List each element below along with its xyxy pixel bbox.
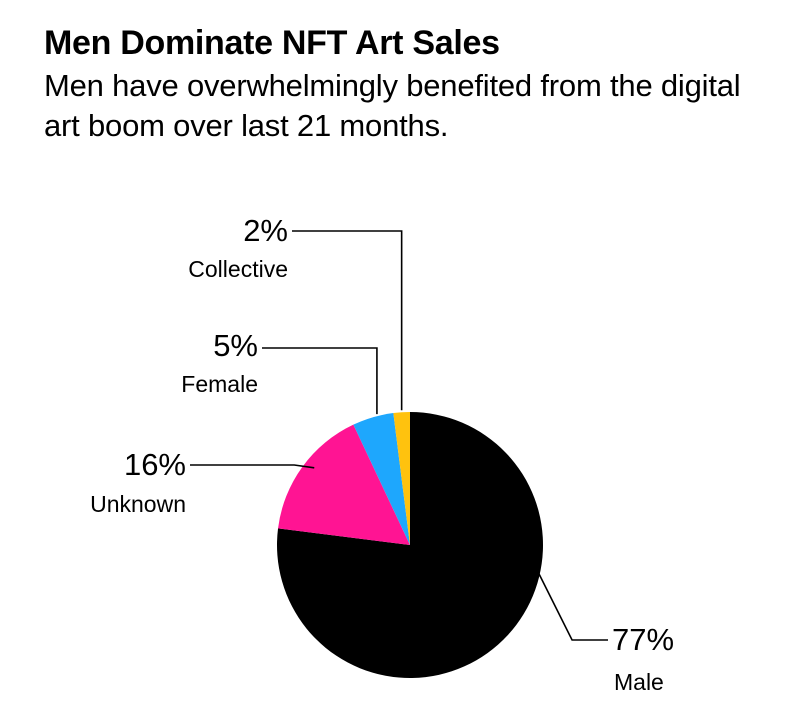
value-label-unknown: 16% <box>124 447 186 482</box>
value-label-collective: 2% <box>243 213 288 248</box>
leader-line-male <box>531 559 608 641</box>
category-label-male: Male <box>614 669 664 695</box>
chart-title: Men Dominate NFT Art Sales <box>44 24 500 62</box>
leader-line-collective <box>292 230 403 411</box>
value-label-female: 5% <box>213 328 258 363</box>
pie-slice-male <box>276 412 543 678</box>
pie-slice-collective <box>393 412 410 545</box>
pie-slice-unknown <box>278 424 410 545</box>
category-label-collective: Collective <box>188 256 288 282</box>
leader-line-female <box>262 347 378 415</box>
chart-subtitle: Men have overwhelmingly benefited from t… <box>44 68 741 143</box>
pie-slice-female <box>353 413 410 545</box>
category-label-unknown: Unknown <box>90 491 186 517</box>
leader-line-unknown <box>190 464 315 469</box>
value-label-male: 77% <box>612 622 674 657</box>
category-label-female: Female <box>181 371 258 397</box>
